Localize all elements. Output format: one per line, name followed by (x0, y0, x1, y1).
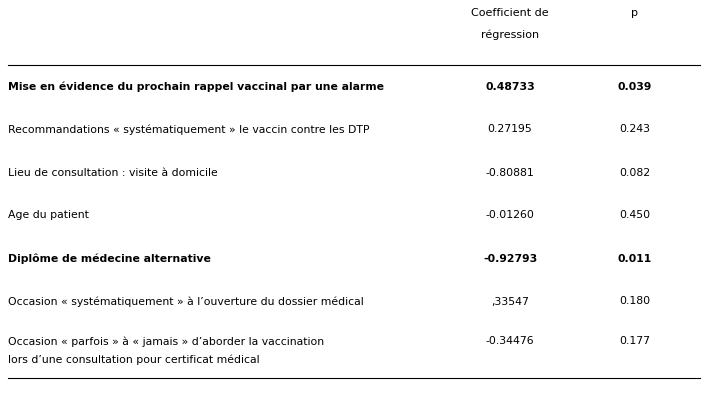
Text: -0.92793: -0.92793 (483, 254, 537, 263)
Text: Occasion « parfois » à « jamais » d’aborder la vaccination: Occasion « parfois » à « jamais » d’abor… (8, 336, 324, 347)
Text: Occasion « systématiquement » à l’ouverture du dossier médical: Occasion « systématiquement » à l’ouvert… (8, 296, 364, 307)
Text: 0.039: 0.039 (618, 82, 652, 92)
Text: Age du patient: Age du patient (8, 211, 89, 220)
Text: 0.082: 0.082 (619, 168, 651, 178)
Text: régression: régression (481, 30, 539, 40)
Text: Recommandations « systématiquement » le vaccin contre les DTP: Recommandations « systématiquement » le … (8, 124, 370, 135)
Text: 0.243: 0.243 (619, 125, 651, 135)
Text: -0.80881: -0.80881 (486, 168, 535, 178)
Text: 0.27195: 0.27195 (488, 125, 533, 135)
Text: Diplôme de médecine alternative: Diplôme de médecine alternative (8, 253, 211, 264)
Text: Lieu de consultation : visite à domicile: Lieu de consultation : visite à domicile (8, 168, 218, 178)
Text: 0.177: 0.177 (619, 336, 651, 347)
Text: -0.34476: -0.34476 (486, 336, 534, 347)
Text: lors d’une consultation pour certificat médical: lors d’une consultation pour certificat … (8, 354, 260, 365)
Text: 0.011: 0.011 (618, 254, 652, 263)
Text: -0.01260: -0.01260 (486, 211, 535, 220)
Text: ,33547: ,33547 (491, 297, 529, 306)
Text: 0.48733: 0.48733 (485, 82, 535, 92)
Text: 0.180: 0.180 (619, 297, 651, 306)
Text: Mise en évidence du prochain rappel vaccinal par une alarme: Mise en évidence du prochain rappel vacc… (8, 81, 384, 92)
Text: p: p (631, 8, 638, 18)
Text: Coefficient de: Coefficient de (471, 8, 549, 18)
Text: 0.450: 0.450 (619, 211, 651, 220)
